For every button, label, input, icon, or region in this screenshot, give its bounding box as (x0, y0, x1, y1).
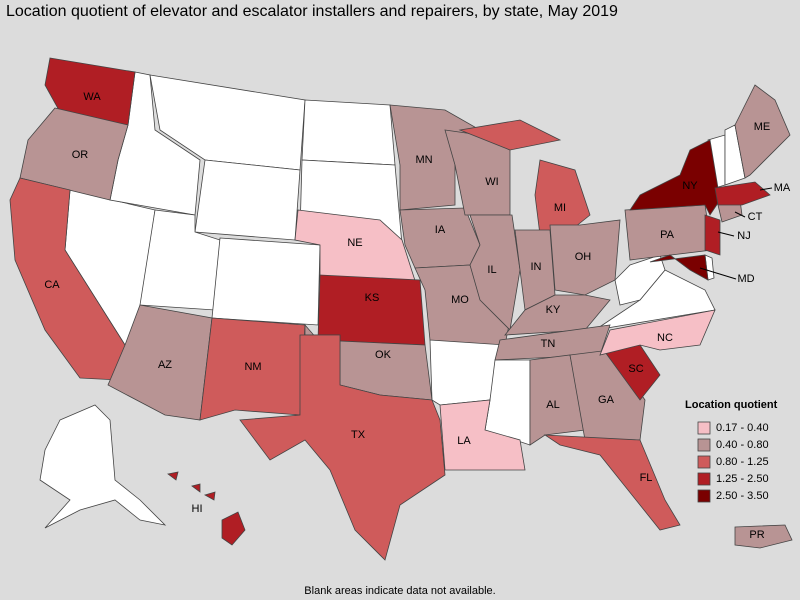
legend-swatch (697, 472, 711, 486)
state-label: KY (546, 304, 561, 316)
state (529, 354, 586, 446)
state-label: OR (72, 149, 89, 161)
legend-label: 0.40 - 0.80 (716, 439, 769, 451)
state-label: CA (44, 279, 60, 291)
state (19, 107, 129, 201)
state-label: OH (575, 251, 592, 263)
state (203, 491, 216, 501)
state-label: GA (598, 394, 615, 406)
blank-state (594, 269, 716, 331)
state (458, 119, 562, 151)
state (704, 214, 721, 256)
state (649, 254, 709, 281)
blank-state (39, 404, 167, 529)
state-label: HI (192, 503, 203, 515)
state (439, 399, 526, 471)
state (549, 219, 621, 296)
leader-line (717, 231, 735, 237)
state-label: NE (347, 237, 362, 249)
blank-state (301, 99, 396, 166)
legend-label: 2.50 - 3.50 (716, 490, 769, 502)
legend-swatch (697, 421, 711, 435)
state-label: MA (774, 182, 791, 194)
legend-swatch (697, 455, 711, 469)
blank-state (194, 159, 301, 241)
state-label: PR (749, 529, 764, 541)
state-label: PA (660, 229, 675, 241)
state (543, 434, 681, 531)
state-label: MI (554, 202, 566, 214)
legend: Location quotient 0.17 - 0.40 0.40 - 0.80… (685, 399, 778, 503)
legend-label: 0.80 - 1.25 (716, 456, 769, 468)
state (239, 334, 446, 561)
state (9, 177, 126, 381)
legend-title: Location quotient (685, 399, 778, 411)
state-label: NY (682, 180, 698, 192)
state-label: LA (457, 435, 471, 447)
leader-line (734, 211, 746, 218)
state (714, 181, 771, 206)
legend-swatch (697, 438, 711, 452)
state-label: MN (415, 154, 432, 166)
state-label: CT (748, 211, 763, 223)
state-label: MD (737, 273, 754, 285)
map-title: Location quotient of elevator and escala… (6, 3, 618, 20)
state-label: SC (628, 363, 643, 375)
state (167, 471, 179, 481)
legend-label: 0.17 - 0.40 (716, 422, 769, 434)
footnote: Blank areas indicate data not available. (304, 585, 495, 597)
state-label: OK (375, 349, 392, 361)
blank-state (211, 237, 321, 326)
blank-state (429, 339, 501, 406)
state (221, 511, 246, 546)
state (191, 483, 201, 493)
state-label: ME (754, 121, 771, 133)
state-label: TN (541, 338, 556, 350)
blank-state (614, 254, 666, 306)
state-label: IL (487, 264, 496, 276)
state-label: FL (640, 472, 653, 484)
state-label: TX (351, 429, 366, 441)
state (389, 104, 481, 211)
state-label: IA (435, 224, 446, 236)
state-label: MO (451, 294, 469, 306)
state-label: NM (244, 361, 261, 373)
state-label: WA (83, 91, 101, 103)
legend-label: 1.25 - 2.50 (716, 473, 769, 485)
state-label: IN (531, 261, 542, 273)
state (734, 524, 793, 549)
state (599, 309, 716, 356)
state (469, 214, 521, 331)
state (399, 207, 481, 269)
state-label: WI (485, 176, 498, 188)
legend-swatch (697, 489, 711, 503)
state (629, 139, 721, 216)
state-label: AZ (158, 359, 172, 371)
state (534, 159, 591, 236)
state-label: NJ (737, 230, 750, 242)
state-label: NC (657, 332, 673, 344)
state (199, 317, 306, 421)
state (734, 84, 791, 179)
state-label: AL (546, 399, 559, 411)
state (317, 274, 426, 346)
states: WA OR CA AZ NM NE KS OK TX MN IA MO LA WI IL MI IN OH KY TN… (9, 57, 793, 561)
leader-line (759, 187, 773, 191)
leader-line (699, 267, 737, 280)
state-label: KS (365, 292, 380, 304)
